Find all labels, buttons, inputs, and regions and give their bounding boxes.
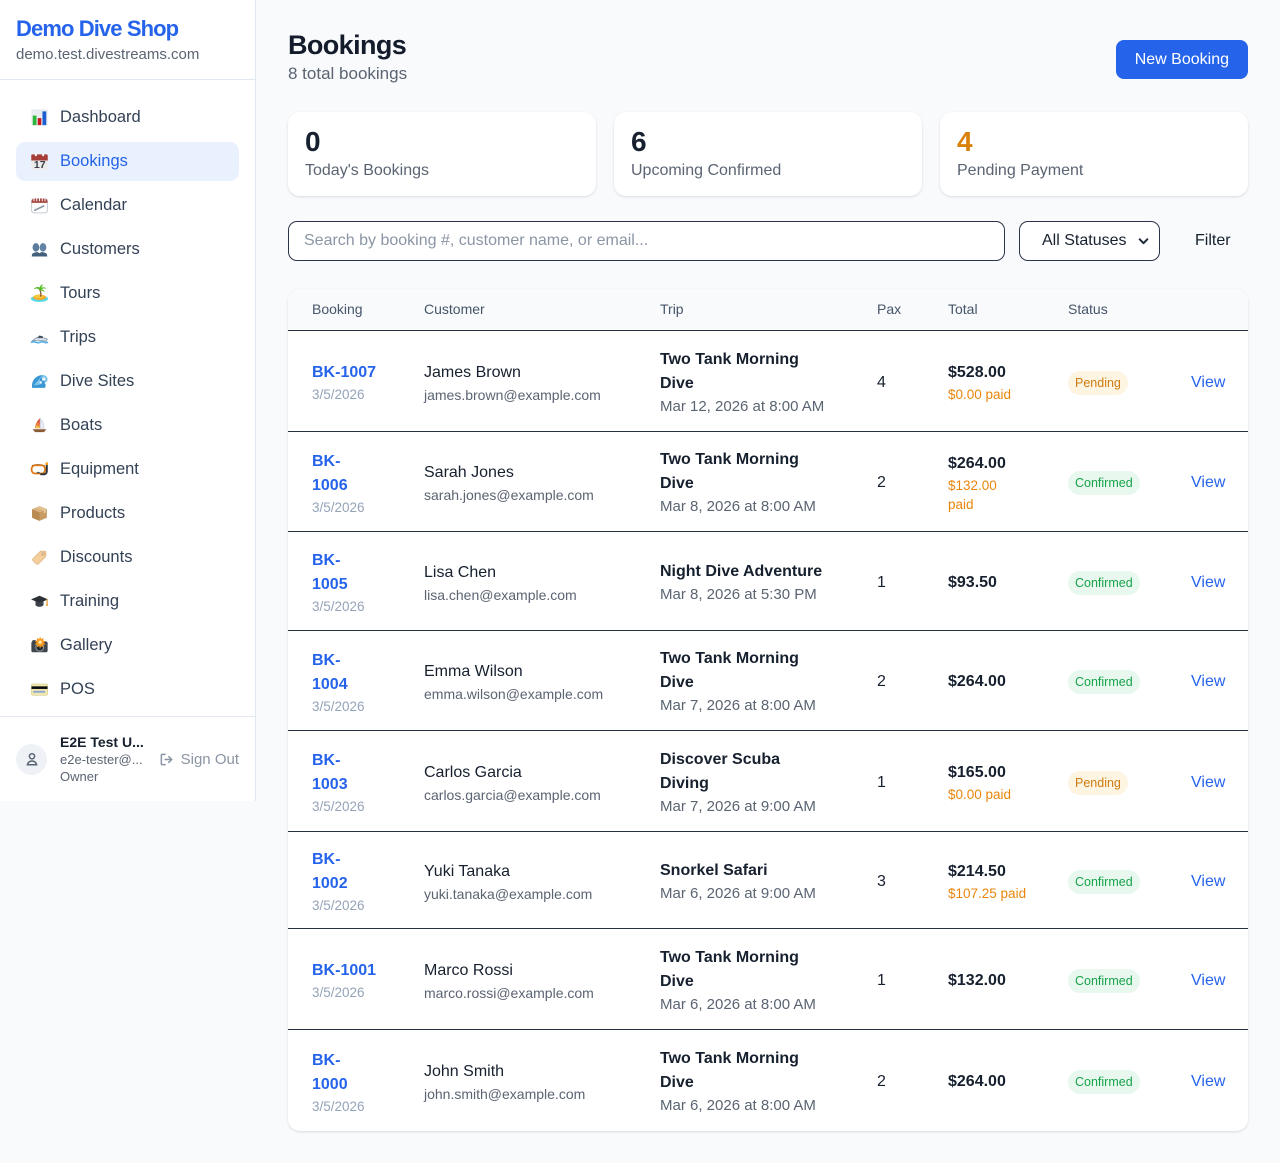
svg-text:17: 17: [34, 159, 46, 171]
